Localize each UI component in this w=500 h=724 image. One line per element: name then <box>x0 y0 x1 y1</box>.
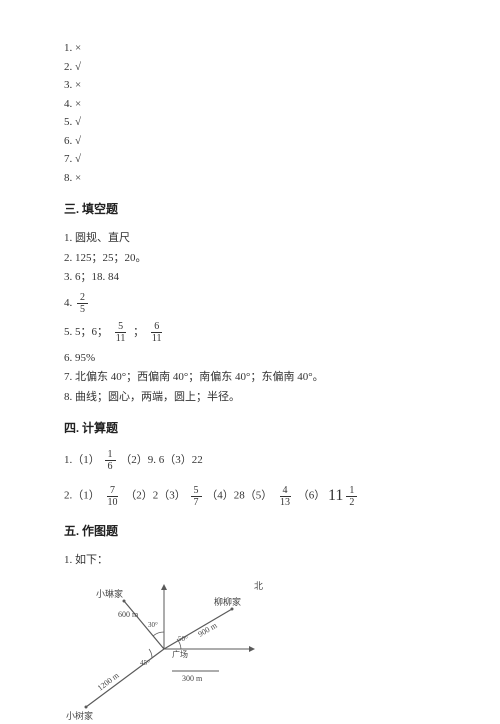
fraction: 5 11 <box>113 321 129 344</box>
s4-r2-p4: （6） <box>298 490 328 502</box>
numerator: 5 <box>191 485 202 497</box>
section3-body: 1. 圆规、直尺 2. 125；25；20。 3. 6；18. 84 4. 2 … <box>64 230 436 405</box>
section5-title: 五. 作图题 <box>64 522 436 540</box>
section3-title: 三. 填空题 <box>64 200 436 218</box>
s3-l5-sep: ； <box>133 326 147 338</box>
label-a30: 30° <box>148 621 158 629</box>
tf-item: 2. √ <box>64 59 436 76</box>
arc-45 <box>149 649 152 658</box>
label-hub: 广场 <box>172 649 188 659</box>
fraction: 1 2 <box>346 485 357 508</box>
label-lihui: 小琳家 <box>96 588 123 599</box>
tf-item: 8. × <box>64 170 436 187</box>
fraction: 2 5 <box>77 292 88 315</box>
mixed-whole: 11 <box>328 484 343 508</box>
s3-l4: 4. 2 5 <box>64 292 436 315</box>
numerator: 4 <box>280 485 291 497</box>
s3-l1: 1. 圆规、直尺 <box>64 230 436 247</box>
numerator: 1 <box>346 485 357 497</box>
denominator: 5 <box>77 304 88 315</box>
denominator: 2 <box>346 497 357 508</box>
section4-body: 1.（1） 1 6 （2）9. 6（3）22 2.（1） 7 10 （2）2（3… <box>64 449 436 508</box>
s4-r1-p2: （2）9. 6（3）22 <box>120 454 203 466</box>
fraction: 4 13 <box>277 485 293 508</box>
s3-l2: 2. 125；25；20。 <box>64 250 436 267</box>
s5-l1: 1. 如下： <box>64 552 436 569</box>
s4-r1-p1: 1.（1） <box>64 454 103 466</box>
label-liuliu: 柳柳家 <box>214 596 241 607</box>
s3-l5-prefix: 5. 5；6； <box>64 326 111 338</box>
s3-l7: 7. 北偏东 40°；西偏南 40°；南偏东 40°；东偏南 40°。 <box>64 369 436 386</box>
numerator: 1 <box>105 449 116 461</box>
s4-r1: 1.（1） 1 6 （2）9. 6（3）22 <box>64 449 436 472</box>
tf-item: 7. √ <box>64 151 436 168</box>
label-north: 北 <box>254 581 263 591</box>
numerator: 7 <box>107 485 118 497</box>
denominator: 6 <box>105 461 116 472</box>
direction-diagram: 北 小琳家 柳柳家 广场 小树家 600 m 900 m 1200 m 300 … <box>64 579 436 724</box>
denominator: 11 <box>113 333 129 344</box>
s4-r2: 2.（1） 7 10 （2）2（3） 5 7 （4）28（5） 4 13 （6）… <box>64 484 436 508</box>
s4-r2-p3: （4）28（5） <box>206 490 275 502</box>
denominator: 13 <box>277 497 293 508</box>
label-a50: 50° <box>178 635 188 643</box>
s3-l6: 6. 95% <box>64 350 436 367</box>
denominator: 11 <box>149 333 165 344</box>
label-300: 300 m <box>182 674 203 683</box>
denominator: 10 <box>105 497 121 508</box>
label-a45: 45° <box>140 659 150 667</box>
tf-item: 6. √ <box>64 133 436 150</box>
tf-item: 3. × <box>64 77 436 94</box>
label-1200: 1200 m <box>96 670 121 692</box>
s4-r2-p1: 2.（1） <box>64 490 103 502</box>
s3-l5: 5. 5；6； 5 11 ； 6 11 <box>64 321 436 344</box>
line-linhui <box>124 601 164 649</box>
fraction: 5 7 <box>191 485 202 508</box>
dot <box>231 607 234 610</box>
label-xiaoshu: 小树家 <box>66 710 93 721</box>
diagram-svg: 北 小琳家 柳柳家 广场 小树家 600 m 900 m 1200 m 300 … <box>64 579 274 724</box>
s3-l3: 3. 6；18. 84 <box>64 269 436 286</box>
fraction: 6 11 <box>149 321 165 344</box>
section4-title: 四. 计算题 <box>64 419 436 437</box>
fraction: 1 6 <box>105 449 116 472</box>
tf-item: 5. √ <box>64 114 436 131</box>
tf-list: 1. × 2. √ 3. × 4. × 5. √ 6. √ 7. √ 8. × <box>64 40 436 186</box>
tf-item: 1. × <box>64 40 436 57</box>
arc-30 <box>153 631 164 635</box>
mixed-number: 11 1 2 <box>328 484 359 508</box>
numerator: 6 <box>151 321 162 333</box>
label-600: 600 m <box>118 610 139 619</box>
s4-r2-p2: （2）2（3） <box>125 490 188 502</box>
denominator: 7 <box>191 497 202 508</box>
numerator: 5 <box>115 321 126 333</box>
s3-l4-prefix: 4. <box>64 297 75 309</box>
dot <box>123 599 126 602</box>
s3-l8: 8. 曲线；圆心，两端，圆上；半径。 <box>64 389 436 406</box>
tf-item: 4. × <box>64 96 436 113</box>
numerator: 2 <box>77 292 88 304</box>
fraction: 7 10 <box>105 485 121 508</box>
